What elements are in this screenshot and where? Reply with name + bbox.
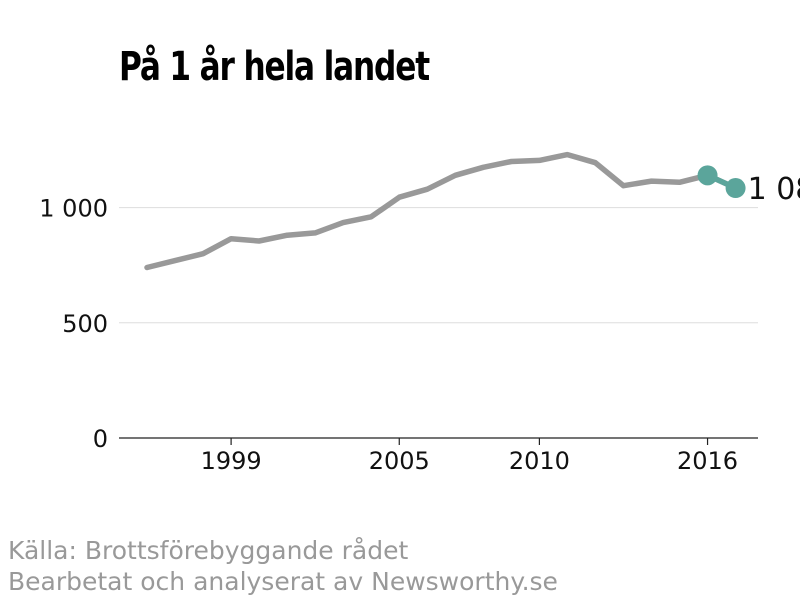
axes bbox=[119, 437, 758, 445]
y-tick-label: 1 000 bbox=[39, 195, 108, 223]
credit-caption: Bearbetat och analyserat av Newsworthy.s… bbox=[8, 567, 558, 596]
x-tick-label: 2016 bbox=[677, 447, 738, 475]
series bbox=[144, 151, 746, 271]
last-value-label: 1 08 bbox=[748, 172, 800, 207]
highlight-point bbox=[697, 165, 718, 186]
source-caption: Källa: Brottsförebyggande rådet bbox=[8, 536, 409, 565]
y-tick-label: 0 bbox=[93, 425, 108, 453]
x-tick-label: 2005 bbox=[369, 447, 430, 475]
series-line bbox=[144, 151, 739, 271]
labels: 0 500 1 000 1999 2005 2010 2016 1 08 bbox=[39, 172, 800, 475]
gridlines bbox=[119, 207, 758, 324]
y-tick-label: 500 bbox=[62, 310, 108, 338]
highlight-point bbox=[725, 178, 746, 199]
x-tick-label: 2010 bbox=[509, 447, 570, 475]
chart-title: På 1 år hela landet bbox=[119, 44, 430, 90]
x-tick-label: 1999 bbox=[201, 447, 262, 475]
